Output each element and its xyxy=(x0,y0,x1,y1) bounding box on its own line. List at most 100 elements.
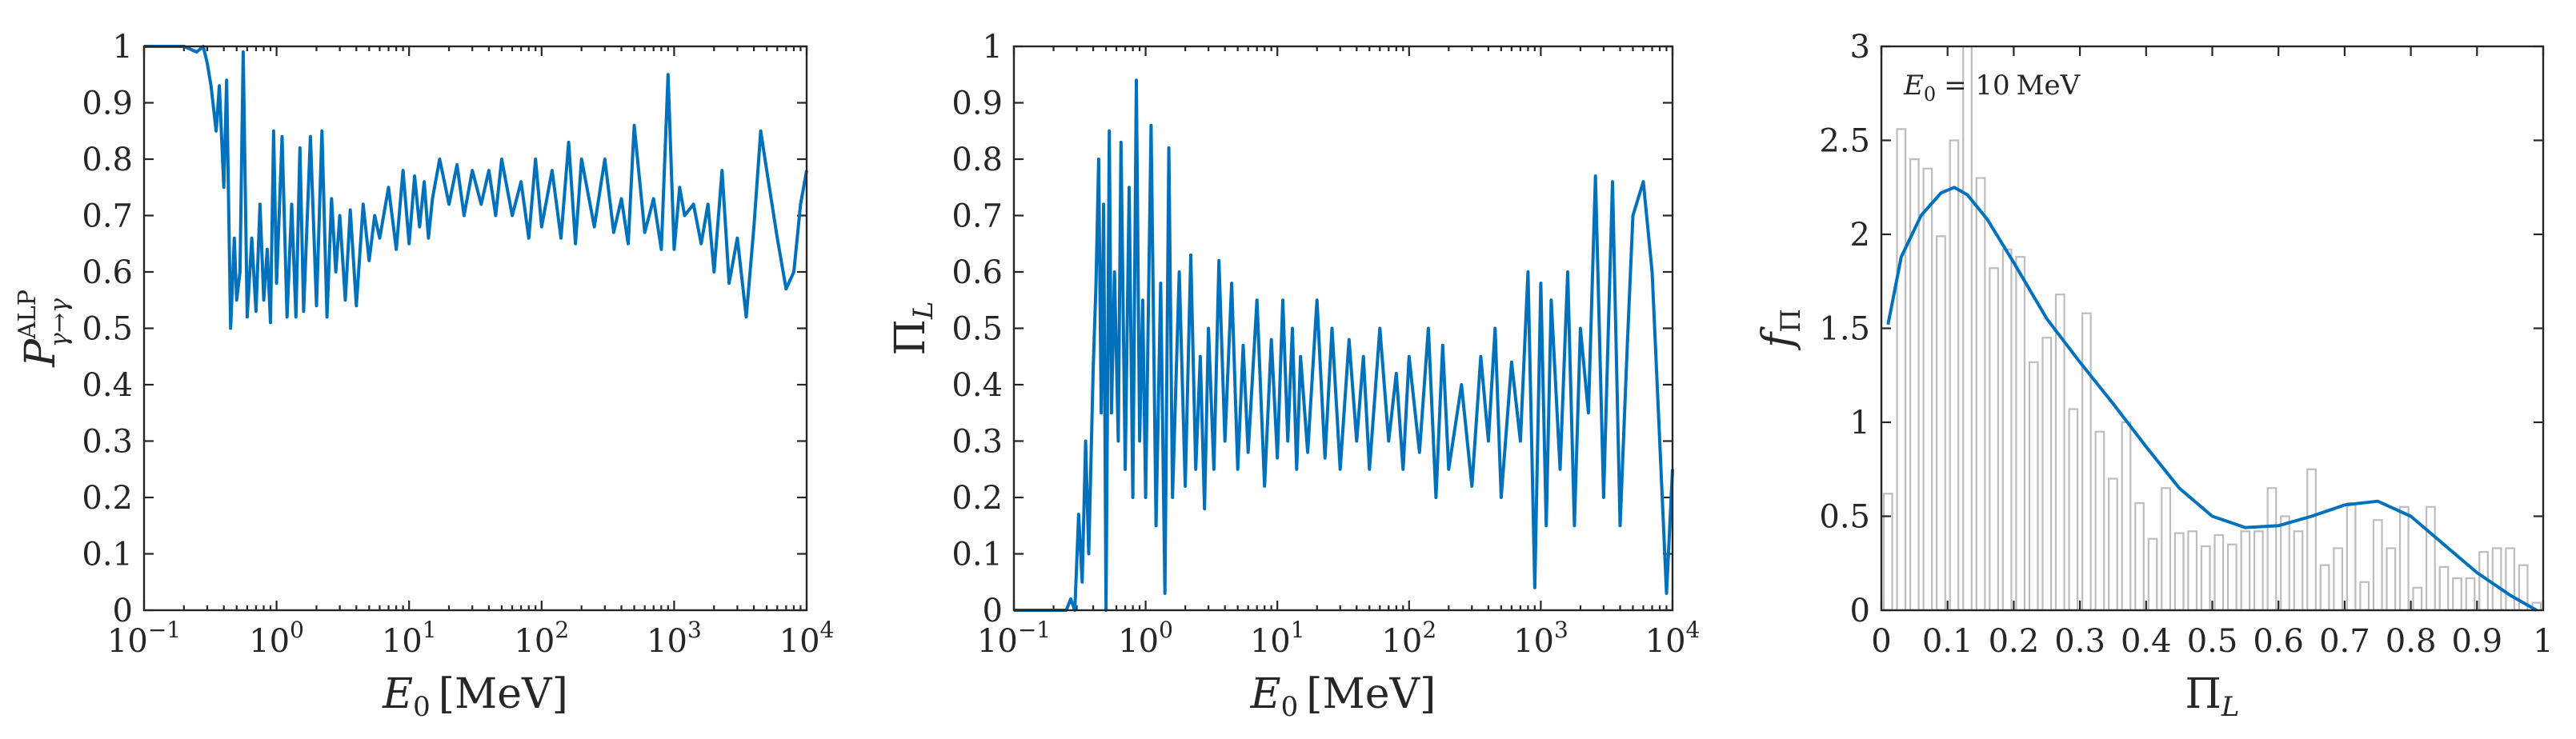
y-tick-label: 0.5 xyxy=(1819,499,1870,536)
y-tick-label: 0.1 xyxy=(951,537,1003,573)
histogram-bar xyxy=(2478,551,2489,612)
histogram-bar xyxy=(2094,430,2105,612)
y-tick-label: 2 xyxy=(1850,217,1870,254)
histogram-bar xyxy=(2346,501,2357,612)
histogram-bar xyxy=(2200,545,2211,612)
y-tick-label: 0.2 xyxy=(951,480,1003,517)
x-tick-label: 0.9 xyxy=(2451,623,2502,660)
histogram-bar xyxy=(2426,505,2436,612)
right-annotation: E0 = 10 MeV xyxy=(1903,70,2081,106)
histogram-bar xyxy=(2068,408,2079,612)
left-series-line xyxy=(144,45,808,330)
y-tick-label: 0.6 xyxy=(951,254,1003,291)
y-tick-label: 0.8 xyxy=(82,142,133,178)
y-tick-label: 0 xyxy=(113,593,133,629)
x-tick-label: 10−1 xyxy=(107,617,181,660)
right-ticks: 0 0.1 0.2 0.3 0.4 0.5 0.6 0.7 0.8 0.9 1 0 0.5 1 1.5 2 2.… xyxy=(1819,29,2553,660)
histogram-bar xyxy=(2161,487,2171,612)
histogram-bar xyxy=(2293,530,2304,612)
histogram-bar xyxy=(2306,468,2317,612)
y-tick-label: 0.7 xyxy=(951,198,1003,235)
x-tick-label: 101 xyxy=(382,617,437,660)
histogram-bar xyxy=(2240,530,2251,612)
histogram-bar xyxy=(1896,128,1907,612)
y-tick-label: 1.5 xyxy=(1819,311,1870,348)
middle-ticks: 10−1 100 101 102 103 104 0 0.1 0.2 0.3 0.4 0.5 0.6 0.… xyxy=(951,29,1700,660)
histogram-bar xyxy=(2386,547,2397,612)
middle-xlabel: E0 [MeV] xyxy=(1250,670,1436,723)
x-tick-label: 103 xyxy=(647,617,702,660)
x-tick-label: 0.4 xyxy=(2121,623,2172,660)
y-tick-label: 0.5 xyxy=(951,311,1003,348)
right-ylabel: fΠ xyxy=(1754,309,1807,351)
panel-right: 0 0.1 0.2 0.3 0.4 0.5 0.6 0.7 0.8 0.9 1 0 0.5 1 1.5 2 2.… xyxy=(1754,29,2554,723)
histogram-bar xyxy=(2147,537,2158,612)
x-tick-label: 102 xyxy=(1381,617,1436,660)
x-tick-label: 100 xyxy=(249,617,304,660)
left-axes-frame xyxy=(142,45,808,612)
histogram-bar xyxy=(1975,177,1986,612)
histogram-bar xyxy=(2412,586,2423,612)
histogram-bar xyxy=(2491,547,2502,612)
x-tick-label: 0.7 xyxy=(2319,623,2370,660)
y-tick-label: 2.5 xyxy=(1819,123,1870,160)
histogram-bar xyxy=(2134,501,2145,612)
histogram-bar xyxy=(2438,565,2450,612)
y-tick-label: 0.8 xyxy=(951,142,1003,178)
histogram-bar xyxy=(1989,267,1999,612)
histogram-bar xyxy=(2280,515,2290,612)
x-tick-label: 0.6 xyxy=(2253,623,2304,660)
histogram-bar xyxy=(2001,248,2013,612)
left-ticks: 10−1 100 101 102 103 104 0 0.1 0.2 0.3 0.4 0.5 0.6 0.… xyxy=(82,29,834,660)
histogram-bar xyxy=(2226,543,2237,612)
y-tick-label: 0.6 xyxy=(82,254,133,291)
x-tick-label: 100 xyxy=(1118,617,1173,660)
histogram-bar xyxy=(2187,530,2198,612)
y-tick-label: 1 xyxy=(983,29,1003,66)
histogram-bar xyxy=(1936,235,1946,612)
x-tick-label: 0.8 xyxy=(2386,623,2437,660)
x-tick-label: 0 xyxy=(1871,623,1891,660)
middle-series-line xyxy=(1014,78,1674,612)
histogram-bar xyxy=(2333,547,2344,612)
y-tick-label: 0.7 xyxy=(82,198,133,235)
histogram-bar xyxy=(2452,577,2462,612)
y-tick-label: 1 xyxy=(1850,405,1870,441)
histogram-bar xyxy=(2173,532,2185,612)
x-tick-label: 104 xyxy=(779,617,835,660)
histogram-bar xyxy=(2121,421,2132,612)
y-tick-label: 0.9 xyxy=(82,86,133,122)
histogram-bar xyxy=(2213,533,2225,612)
y-tick-label: 3 xyxy=(1850,29,1870,66)
y-tick-label: 0.4 xyxy=(82,367,133,404)
histogram-bar xyxy=(1882,493,1893,612)
histogram-bar xyxy=(2319,564,2330,612)
histogram-bar xyxy=(2398,505,2410,612)
y-tick-label: 0 xyxy=(1850,593,1870,629)
histogram-bar xyxy=(2108,477,2118,612)
histogram-bar xyxy=(2253,530,2264,612)
x-tick-label: 10−1 xyxy=(977,617,1051,660)
histogram-bar xyxy=(2028,361,2039,612)
right-axes-frame xyxy=(1880,45,2545,612)
x-tick-label: 102 xyxy=(514,617,569,660)
panel-middle: 10−1 100 101 102 103 104 0 0.1 0.2 0.3 0.4 0.5 0.6 0.… xyxy=(887,29,1700,723)
left-xlabel: E0 [MeV] xyxy=(382,670,568,723)
histogram-bar xyxy=(2041,337,2053,612)
middle-ylabel: ΠL xyxy=(887,302,939,356)
x-tick-label: 0.3 xyxy=(2054,623,2105,660)
right-kde-line xyxy=(1886,186,2538,612)
histogram-bar xyxy=(2266,487,2278,612)
x-tick-label: 0.2 xyxy=(1989,623,2040,660)
histogram-bar xyxy=(2015,256,2026,612)
y-tick-label: 0.3 xyxy=(951,424,1003,461)
y-tick-label: 1 xyxy=(113,29,133,66)
left-ylabel: PALP γ→γ xyxy=(14,290,74,368)
x-tick-label: 103 xyxy=(1513,617,1568,660)
histogram-bar xyxy=(2505,547,2516,612)
y-tick-label: 0.2 xyxy=(82,480,133,517)
right-xlabel: ΠL xyxy=(2185,670,2240,723)
histogram-bar xyxy=(2372,519,2383,612)
histogram-bar xyxy=(1949,139,1960,612)
